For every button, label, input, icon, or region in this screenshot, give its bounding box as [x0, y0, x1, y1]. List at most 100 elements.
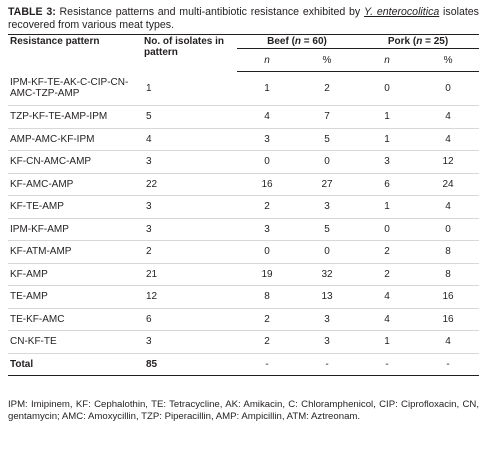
beef-pct-cell: 3	[324, 201, 330, 213]
table-row: IPM-KF-TE-AK-C-CIP-CN-AMC-TZP-AMP 1 1 2 0 0	[8, 72, 480, 106]
pattern-cell: KF-ATM-AMP	[10, 246, 72, 258]
header-beef-pct: %	[297, 48, 358, 72]
beef-pct-cell: 7	[324, 111, 330, 123]
beef-pct-cell: 32	[321, 268, 333, 280]
beef-pct-cell: 13	[321, 291, 333, 303]
pork-n-cell: 2	[384, 246, 390, 258]
table-row: TE-KF-AMC 6 2 3 4 16	[8, 308, 480, 331]
total-row: Total 85 - - - -	[8, 353, 480, 375]
beef-n-cell: 3	[264, 133, 270, 145]
header-pork: Pork (n = 25)	[357, 34, 480, 49]
table-row: KF-AMP 21 19 32 2 8	[8, 263, 480, 286]
table-row: AMP-AMC-KF-IPM 4 3 5 1 4	[8, 128, 480, 151]
table-row: CN-KF-TE 3 2 3 1 4	[8, 331, 480, 353]
pork-pct-cell: 16	[442, 291, 454, 303]
pork-n-cell: 2	[384, 268, 390, 280]
beef-n-cell: 4	[264, 111, 270, 123]
beef-pct-cell: 2	[324, 83, 330, 94]
pork-n-cell: 3	[384, 156, 390, 168]
pattern-cell: TE-AMP	[10, 291, 48, 303]
table-row: IPM-KF-AMP 3 3 5 0 0	[8, 218, 480, 241]
resistance-table: Resistance pattern No. of isolates in pa…	[8, 34, 480, 376]
caption-organism: Y. enterocolitica	[364, 6, 440, 18]
beef-n-cell: 2	[264, 201, 270, 213]
pork-pct-cell: 4	[445, 111, 451, 123]
beef-n-cell: 2	[264, 336, 270, 348]
pork-pct-cell: 4	[445, 336, 451, 348]
beef-n-cell: 19	[261, 268, 273, 280]
pattern-cell: AMP-AMC-KF-IPM	[10, 133, 95, 145]
header-pork-pct: %	[417, 48, 480, 72]
table-row: KF-CN-AMC-AMP 3 0 0 3 12	[8, 151, 480, 173]
pork-pct-cell: 4	[445, 201, 451, 213]
table-row: TE-AMP 12 8 13 4 16	[8, 286, 480, 308]
table-caption: TABLE 3: Resistance patterns and multi-a…	[8, 6, 479, 31]
pork-n-cell: 1	[384, 201, 390, 213]
pattern-cell: KF-AMC-AMP	[10, 178, 74, 190]
beef-n-cell: 3	[264, 223, 270, 235]
pork-n-cell: 4	[384, 291, 390, 303]
isolates-cell: 21	[146, 268, 158, 280]
pork-n-cell: 6	[384, 178, 390, 190]
total-pattern-cell: Total	[10, 358, 34, 370]
pattern-cell: IPM-KF-TE-AK-C-CIP-CN-AMC-TZP-AMP	[10, 77, 129, 100]
total-beef-pct-cell: -	[325, 358, 329, 370]
beef-n-cell: 8	[264, 291, 270, 303]
total-pork-n-cell: -	[385, 358, 389, 370]
header-isolates: No. of isolates in pattern	[142, 34, 237, 72]
pattern-cell: CN-KF-TE	[10, 336, 57, 348]
table-footnote: IPM: Imipinem, KF: Cephalothin, TE: Tetr…	[8, 398, 479, 422]
beef-pct-cell: 3	[324, 336, 330, 348]
isolates-cell: 3	[146, 156, 152, 168]
beef-pct-cell: 0	[324, 246, 330, 258]
beef-n-cell: 0	[264, 156, 270, 168]
total-pork-pct-cell: -	[446, 358, 450, 370]
pork-pct-cell: 4	[445, 133, 451, 145]
isolates-cell: 3	[146, 201, 152, 213]
isolates-cell: 4	[146, 133, 152, 145]
isolates-cell: 5	[146, 111, 152, 123]
total-beef-n-cell: -	[265, 358, 269, 370]
table-row: KF-ATM-AMP 2 0 0 2 8	[8, 241, 480, 263]
pork-n-cell: 4	[384, 313, 390, 325]
beef-pct-cell: 0	[324, 156, 330, 168]
pork-pct-cell: 24	[442, 178, 454, 190]
header-pattern: Resistance pattern	[8, 34, 142, 72]
isolates-cell: 3	[146, 336, 152, 348]
pattern-cell: KF-CN-AMC-AMP	[10, 156, 92, 168]
pork-n-cell: 0	[384, 83, 390, 94]
pork-n-cell: 0	[384, 223, 390, 235]
header-beef-n: n	[237, 48, 297, 72]
pork-pct-cell: 0	[445, 83, 451, 94]
beef-pct-cell: 3	[324, 313, 330, 325]
beef-n-cell: 0	[264, 246, 270, 258]
beef-n-cell: 1	[264, 83, 270, 94]
caption-text-before: Resistance patterns and multi-antibiotic…	[55, 6, 365, 18]
table-label: TABLE 3:	[8, 6, 56, 18]
table-row: TZP-KF-TE-AMP-IPM 5 4 7 1 4	[8, 106, 480, 128]
pork-n-cell: 1	[384, 111, 390, 123]
total-isolates-cell: 85	[146, 358, 158, 370]
pork-pct-cell: 8	[445, 246, 451, 258]
isolates-cell: 6	[146, 313, 152, 325]
pork-pct-cell: 8	[445, 268, 451, 280]
isolates-cell: 22	[146, 178, 158, 190]
pattern-cell: KF-AMP	[10, 268, 48, 280]
beef-pct-cell: 27	[321, 178, 333, 190]
pork-pct-cell: 16	[442, 313, 454, 325]
beef-pct-cell: 5	[324, 133, 330, 145]
pattern-cell: TZP-KF-TE-AMP-IPM	[10, 111, 108, 123]
pattern-cell: TE-KF-AMC	[10, 313, 65, 325]
table-row: KF-AMC-AMP 22 16 27 6 24	[8, 173, 480, 196]
isolates-cell: 3	[146, 223, 152, 235]
pork-n-cell: 1	[384, 133, 390, 145]
beef-pct-cell: 5	[324, 223, 330, 235]
caption-text-after: isolates recovered from various meat typ…	[8, 6, 479, 31]
isolates-cell: 12	[146, 291, 158, 303]
pork-pct-cell: 0	[445, 223, 451, 235]
isolates-cell: 2	[146, 246, 152, 258]
header-beef: Beef (n = 60)	[237, 34, 358, 49]
beef-n-cell: 2	[264, 313, 270, 325]
isolates-cell: 1	[146, 82, 152, 94]
